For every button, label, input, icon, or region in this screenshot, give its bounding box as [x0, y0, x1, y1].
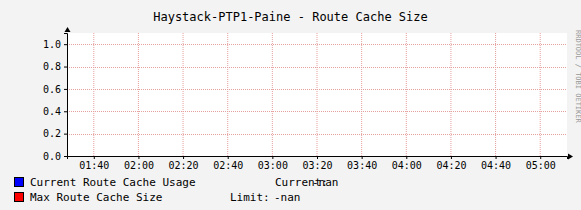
x-tick: 01:40 [79, 156, 109, 171]
tick-label: 02:40 [213, 160, 243, 171]
tick-mark [64, 89, 67, 90]
x-tick: 04:40 [481, 156, 511, 171]
legend-label: Current Route Cache Usage [30, 176, 196, 189]
x-axis: 01:40 02:00 02:20 02:40 03:00 03:20 03:40 04:00… [68, 156, 568, 171]
tick-mark [94, 156, 95, 159]
y-axis: 0.0 0.2 0.4 0.6 0.8 1.0 [43, 34, 68, 162]
legend-swatch [15, 193, 24, 202]
title: Haystack-PTP1-Paine - Route Cache Size [153, 10, 428, 24]
tick-label: 03:20 [302, 160, 332, 171]
tick-label: 01:40 [79, 160, 109, 171]
tick-mark [451, 156, 452, 159]
tick-label: 0.4 [43, 106, 61, 117]
legend-stat-value: -nan [274, 191, 301, 204]
tick-mark [228, 156, 229, 159]
x-tick: 02:00 [124, 156, 154, 171]
axis-line [64, 34, 68, 157]
legend-stat-label: Limit: [230, 191, 270, 204]
tick-mark [64, 134, 67, 135]
grid-line-x [361, 33, 362, 156]
chart: 01:40 02:00 02:20 02:40 03:00 03:20 03:40 04:00… [0, 0, 581, 210]
grid-line-y [67, 44, 567, 45]
legend-swatch [15, 178, 24, 187]
y-tick: 0.2 [43, 128, 67, 139]
tick-label: 0.6 [43, 84, 61, 95]
tick-mark [64, 111, 67, 112]
background [0, 0, 581, 210]
y-tick: 0.6 [43, 84, 67, 95]
grid-line-y [67, 134, 567, 135]
grid-line-x [183, 33, 184, 156]
grid-line-x [495, 33, 496, 156]
tick-label: 0.8 [43, 61, 61, 72]
x-tick: 02:40 [213, 156, 243, 171]
tick-label: 03:00 [258, 160, 288, 171]
x-tick: 05:00 [526, 156, 556, 171]
grid-line-x [317, 33, 318, 156]
grid-line-y [67, 111, 567, 112]
grid-line-x [138, 33, 139, 156]
tick-label: 0.2 [43, 128, 61, 139]
x-tick: 04:00 [392, 156, 422, 171]
grid-line-y [67, 67, 567, 68]
tick-label: 0.0 [43, 151, 61, 162]
tick-label: 04:40 [481, 160, 511, 171]
legend-label: Max Route Cache Size [30, 191, 162, 204]
tick-mark [540, 156, 541, 159]
grid-line-x [93, 33, 94, 156]
tick-mark [362, 156, 363, 159]
tick-mark [64, 67, 67, 68]
grid-line-x [540, 33, 541, 156]
tick-label: 04:20 [436, 160, 466, 171]
legend: Current Route Cache UsageCurrent:-nanMax… [15, 176, 339, 204]
x-tick: 03:20 [302, 156, 332, 171]
grid [67, 33, 567, 157]
tick-label: 05:00 [526, 160, 556, 171]
tick-mark [183, 156, 184, 159]
watermark: RRDTOOL / TOBI OETIKER [574, 30, 581, 124]
y-tick: 0.8 [43, 61, 67, 72]
y-tick: 0.0 [43, 151, 67, 162]
tick-label: 02:00 [124, 160, 154, 171]
x-tick: 03:40 [347, 156, 377, 171]
tick-mark [317, 156, 318, 159]
tick-mark [272, 156, 273, 159]
grid-line-x [450, 33, 451, 156]
tick-label: 1.0 [43, 39, 61, 50]
tick-mark [64, 44, 67, 45]
plot-area [67, 33, 567, 156]
tick-mark [496, 156, 497, 159]
grid-line-y [67, 89, 567, 90]
x-tick: 04:20 [436, 156, 466, 171]
y-tick: 0.4 [43, 106, 67, 117]
y-tick: 1.0 [43, 39, 67, 50]
tick-mark [138, 156, 139, 159]
grid-line-x [406, 33, 407, 156]
grid-line-x [272, 33, 273, 156]
tick-mark [64, 156, 67, 157]
x-tick: 02:20 [169, 156, 199, 171]
axis-arrow [65, 27, 71, 32]
legend-stat-value: -nan [312, 176, 339, 189]
tick-label: 04:00 [392, 160, 422, 171]
tick-label: 02:20 [169, 160, 199, 171]
x-tick: 03:00 [258, 156, 288, 171]
grid-line-x [227, 33, 228, 156]
axis-arrow [568, 154, 573, 160]
axis-line [68, 157, 568, 160]
tick-mark [406, 156, 407, 159]
tick-label: 03:40 [347, 160, 377, 171]
